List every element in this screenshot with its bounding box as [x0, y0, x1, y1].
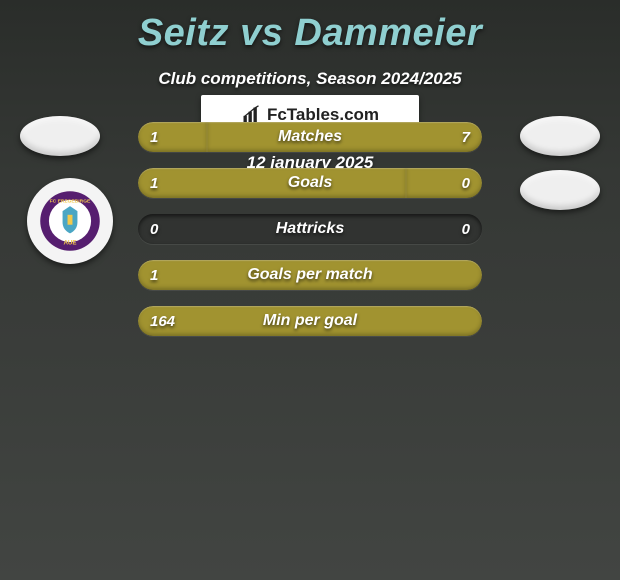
stat-bar: 00Hattricks [138, 214, 482, 244]
club-right-badge [520, 170, 600, 210]
stats-bars: 17Matches 10Goals 00Hattricks 1Goals per ma… [138, 122, 482, 352]
svg-text:AUE: AUE [63, 240, 76, 247]
stat-label: Goals per match [138, 260, 482, 290]
stat-bar: 17Matches [138, 122, 482, 152]
club-left-badge: FC ERZGEBIRGE AUE [27, 178, 113, 264]
player-right-avatar [520, 116, 600, 156]
club-crest-icon: FC ERZGEBIRGE AUE [39, 190, 101, 252]
stat-label: Goals [138, 168, 482, 198]
stat-bar: 1Goals per match [138, 260, 482, 290]
page-title: Seitz vs Dammeier [0, 0, 620, 55]
player-left-avatar [20, 116, 100, 156]
stat-label: Hattricks [138, 214, 482, 244]
stat-label: Matches [138, 122, 482, 152]
stat-bar: 164Min per goal [138, 306, 482, 336]
stat-label: Min per goal [138, 306, 482, 336]
subtitle: Club competitions, Season 2024/2025 [0, 69, 620, 89]
svg-text:FC ERZGEBIRGE: FC ERZGEBIRGE [50, 198, 91, 204]
stat-bar: 10Goals [138, 168, 482, 198]
